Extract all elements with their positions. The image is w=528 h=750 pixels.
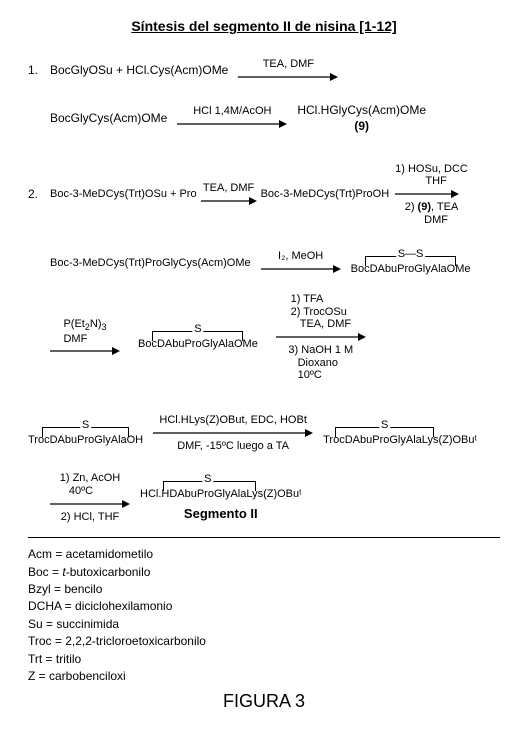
legend: Acm = acetamidometilo Boc = t-butoxicarb… bbox=[28, 546, 500, 685]
step1-r2-product: HCl.HGlyCys(Acm)OMe (9) bbox=[297, 103, 426, 133]
legend-bzyl: Bzyl = bencilo bbox=[28, 581, 500, 598]
step2-r2-right: S—S BocDAbuProGlyAlaOMe bbox=[351, 250, 471, 275]
arrow-icon bbox=[276, 332, 366, 343]
step2-r4-right: S TrocDAbuProGlyAlaLys(Z)OBuᵗ bbox=[323, 421, 477, 446]
segmento-ii-product: S HCl.HDAbuProGlyAlaLys(Z)OBuᵗ Segmento … bbox=[140, 475, 302, 521]
arrow-icon bbox=[395, 189, 468, 200]
step2-r3-mid: S BocDAbuProGlyAlaOMe bbox=[138, 325, 258, 350]
arrow: HCl.HLys(Z)OBut, EDC, HOBt DMF, -15ºC lu… bbox=[153, 414, 313, 452]
arrow-icon bbox=[153, 428, 313, 439]
step2-row4: S TrocDAbuProGlyAlaOH HCl.HLys(Z)OBut, E… bbox=[28, 414, 500, 452]
arrow: 1) HOSu, DCC THF 2) (9), TEA DMF bbox=[395, 163, 468, 227]
arrow: P(Et2N)3 DMF bbox=[50, 318, 120, 357]
arrow: 1) Zn, AcOH 40ºC 2) HCl, THF bbox=[50, 472, 130, 523]
step2-r4-left: S TrocDAbuProGlyAlaOH bbox=[28, 421, 143, 446]
arrow-icon bbox=[177, 119, 287, 130]
arrow-label-top: 1) Zn, AcOH 40ºC bbox=[60, 472, 121, 497]
page: Síntesis del segmento II de nisina [1-12… bbox=[0, 0, 528, 750]
arrow-label-bot: 3) NaOH 1 M Dioxano 10ºC bbox=[288, 344, 353, 382]
arrow-label-bot: 2) HCl, THF bbox=[61, 511, 119, 524]
step2-r1-mid: Boc-3-MeDCys(Trt)ProOH bbox=[261, 188, 390, 200]
step2-row3: P(Et2N)3 DMF S BocDAbuProGlyAlaOMe 1) TF… bbox=[28, 293, 500, 382]
arrow-icon bbox=[238, 72, 338, 83]
step2-number: 2. bbox=[28, 187, 50, 201]
separator bbox=[28, 537, 500, 538]
figure-caption: FIGURA 3 bbox=[28, 691, 500, 712]
segmento-ii-label: Segmento II bbox=[184, 506, 258, 521]
arrow-label: TEA, DMF bbox=[203, 182, 254, 195]
arrow-icon bbox=[50, 346, 120, 357]
arrow: TEA, DMF bbox=[238, 58, 338, 83]
arrow: I₂, MeOH bbox=[261, 250, 341, 275]
arrow-label: TEA, DMF bbox=[263, 58, 314, 71]
legend-su: Su = succinimida bbox=[28, 616, 500, 633]
bridge-label: S—S bbox=[396, 248, 426, 260]
arrow-label-top: HCl.HLys(Z)OBut, EDC, HOBt bbox=[159, 414, 307, 427]
legend-trt: Trt = tritilo bbox=[28, 651, 500, 668]
step2-r2-left: Boc-3-MeDCys(Trt)ProGlyCys(Acm)OMe bbox=[50, 257, 251, 269]
step1-r2-left: BocGlyCys(Acm)OMe bbox=[50, 111, 167, 125]
step2-row2: Boc-3-MeDCys(Trt)ProGlyCys(Acm)OMe I₂, M… bbox=[28, 250, 500, 275]
arrow-icon bbox=[261, 264, 341, 275]
bridge-label: S bbox=[379, 419, 390, 431]
arrow-label-bot: 2) (9), TEA DMF bbox=[405, 201, 459, 226]
step2-r1-left: Boc-3-MeDCys(Trt)OSu + Pro bbox=[50, 188, 197, 200]
bridge-label: S bbox=[80, 419, 91, 431]
arrow-label: I₂, MeOH bbox=[278, 250, 323, 263]
legend-acm: Acm = acetamidometilo bbox=[28, 546, 500, 563]
legend-boc: Boc = t-butoxicarbonilo bbox=[28, 564, 500, 581]
step2-r5-right: S HCl.HDAbuProGlyAlaLys(Z)OBuᵗ bbox=[140, 475, 302, 500]
arrow: HCl 1,4M/AcOH bbox=[177, 105, 287, 130]
page-title: Síntesis del segmento II de nisina [1-12… bbox=[28, 18, 500, 34]
compound-9-label: (9) bbox=[354, 119, 369, 133]
arrow-label: HCl 1,4M/AcOH bbox=[193, 105, 271, 118]
bridge-label: S bbox=[202, 473, 213, 485]
step2-row1: 2. Boc-3-MeDCys(Trt)OSu + Pro TEA, DMF B… bbox=[28, 163, 500, 227]
arrow-label-top: 1) HOSu, DCC THF bbox=[395, 163, 468, 188]
arrow-label: P(Et2N)3 DMF bbox=[63, 318, 106, 345]
bridge-label: S bbox=[192, 323, 203, 335]
legend-z: Z = carbobenciloxi bbox=[28, 668, 500, 685]
step1-row1: 1. BocGlyOSu + HCl.Cys(Acm)OMe TEA, DMF bbox=[28, 58, 500, 83]
arrow-label-bot: DMF, -15ºC luego a TA bbox=[177, 440, 289, 453]
arrow-label: 1) TFA 2) TrocOSu TEA, DMF bbox=[291, 293, 352, 331]
step2-row5: 1) Zn, AcOH 40ºC 2) HCl, THF S HCl.HDAbu… bbox=[28, 472, 500, 523]
step1-r1-left: BocGlyOSu + HCl.Cys(Acm)OMe bbox=[50, 63, 228, 77]
step1-r2-right: HCl.HGlyCys(Acm)OMe bbox=[297, 103, 426, 117]
arrow-icon bbox=[50, 499, 130, 510]
legend-dcha: DCHA = diciclohexilamonio bbox=[28, 598, 500, 615]
arrow: 1) TFA 2) TrocOSu TEA, DMF 3) NaOH 1 M D… bbox=[276, 293, 366, 382]
arrow-icon bbox=[201, 196, 257, 207]
arrow: TEA, DMF bbox=[201, 182, 257, 207]
step1-number: 1. bbox=[28, 63, 50, 77]
step1-row2: BocGlyCys(Acm)OMe HCl 1,4M/AcOH HCl.HGly… bbox=[28, 103, 500, 133]
legend-troc: Troc = 2,2,2-tricloroetoxicarbonilo bbox=[28, 633, 500, 650]
